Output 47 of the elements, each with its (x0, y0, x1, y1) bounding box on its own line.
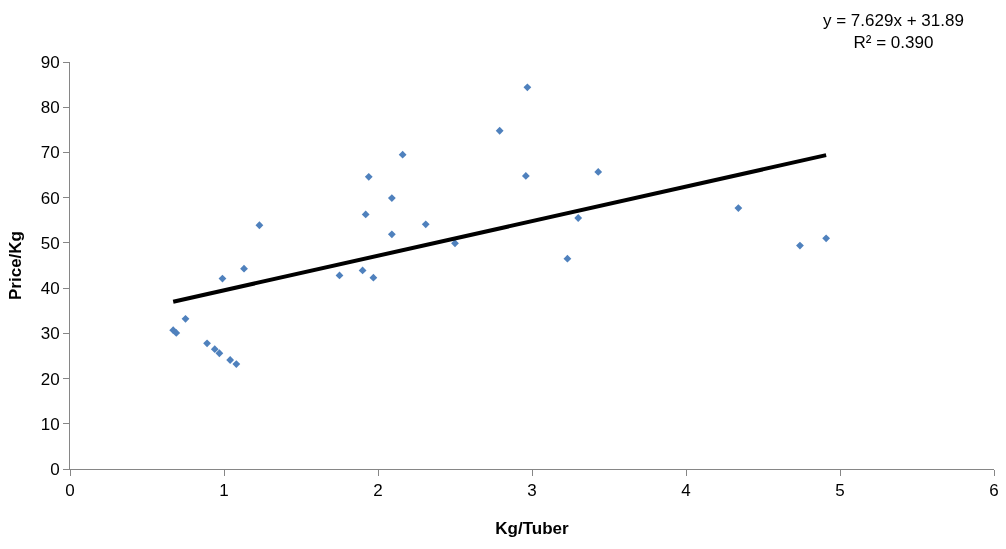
y-tick-label: 90 (40, 52, 60, 72)
point (822, 234, 831, 243)
x-tick-label: 6 (989, 481, 999, 501)
point (361, 210, 370, 219)
point (218, 274, 227, 283)
x-axis-title: Kg/Tuber (495, 518, 570, 538)
point (574, 214, 583, 222)
y-tick-label: 20 (40, 369, 60, 389)
x-tick-label: 0 (65, 481, 75, 501)
point (563, 254, 572, 263)
x-tick-label: 1 (219, 481, 229, 501)
x-tick-label: 4 (681, 481, 691, 501)
point (210, 345, 219, 354)
point (495, 126, 504, 135)
point (364, 172, 373, 181)
point (387, 194, 396, 203)
point (240, 264, 248, 273)
y-tick-label: 0 (50, 459, 60, 479)
x-tick-label: 3 (527, 481, 537, 501)
y-tick-label: 50 (40, 233, 60, 253)
point (594, 167, 603, 176)
point (398, 150, 407, 159)
point (215, 349, 224, 358)
y-tick-label: 80 (40, 98, 60, 118)
point (358, 266, 367, 275)
point (734, 204, 743, 212)
y-axis-title: Price/Kg (6, 231, 26, 300)
y-tick-label: 30 (40, 324, 60, 344)
y-tick-label: 70 (40, 143, 60, 163)
point (255, 221, 264, 230)
y-tick-label: 60 (40, 188, 60, 208)
point (369, 273, 378, 282)
x-tick-label: 2 (373, 481, 383, 501)
point (181, 314, 190, 323)
point (523, 83, 532, 92)
point (226, 356, 235, 364)
y-tick-label: 40 (40, 279, 60, 299)
point (796, 241, 804, 250)
text: y = 7.629x + 31.89 R² = 0.390 (823, 11, 964, 53)
point (203, 339, 211, 348)
point (232, 360, 241, 368)
point (387, 230, 396, 239)
x-tick-label: 5 (835, 481, 845, 501)
point (421, 220, 430, 229)
point (451, 239, 459, 248)
y-tick-label: 10 (40, 414, 60, 434)
point (521, 172, 530, 180)
